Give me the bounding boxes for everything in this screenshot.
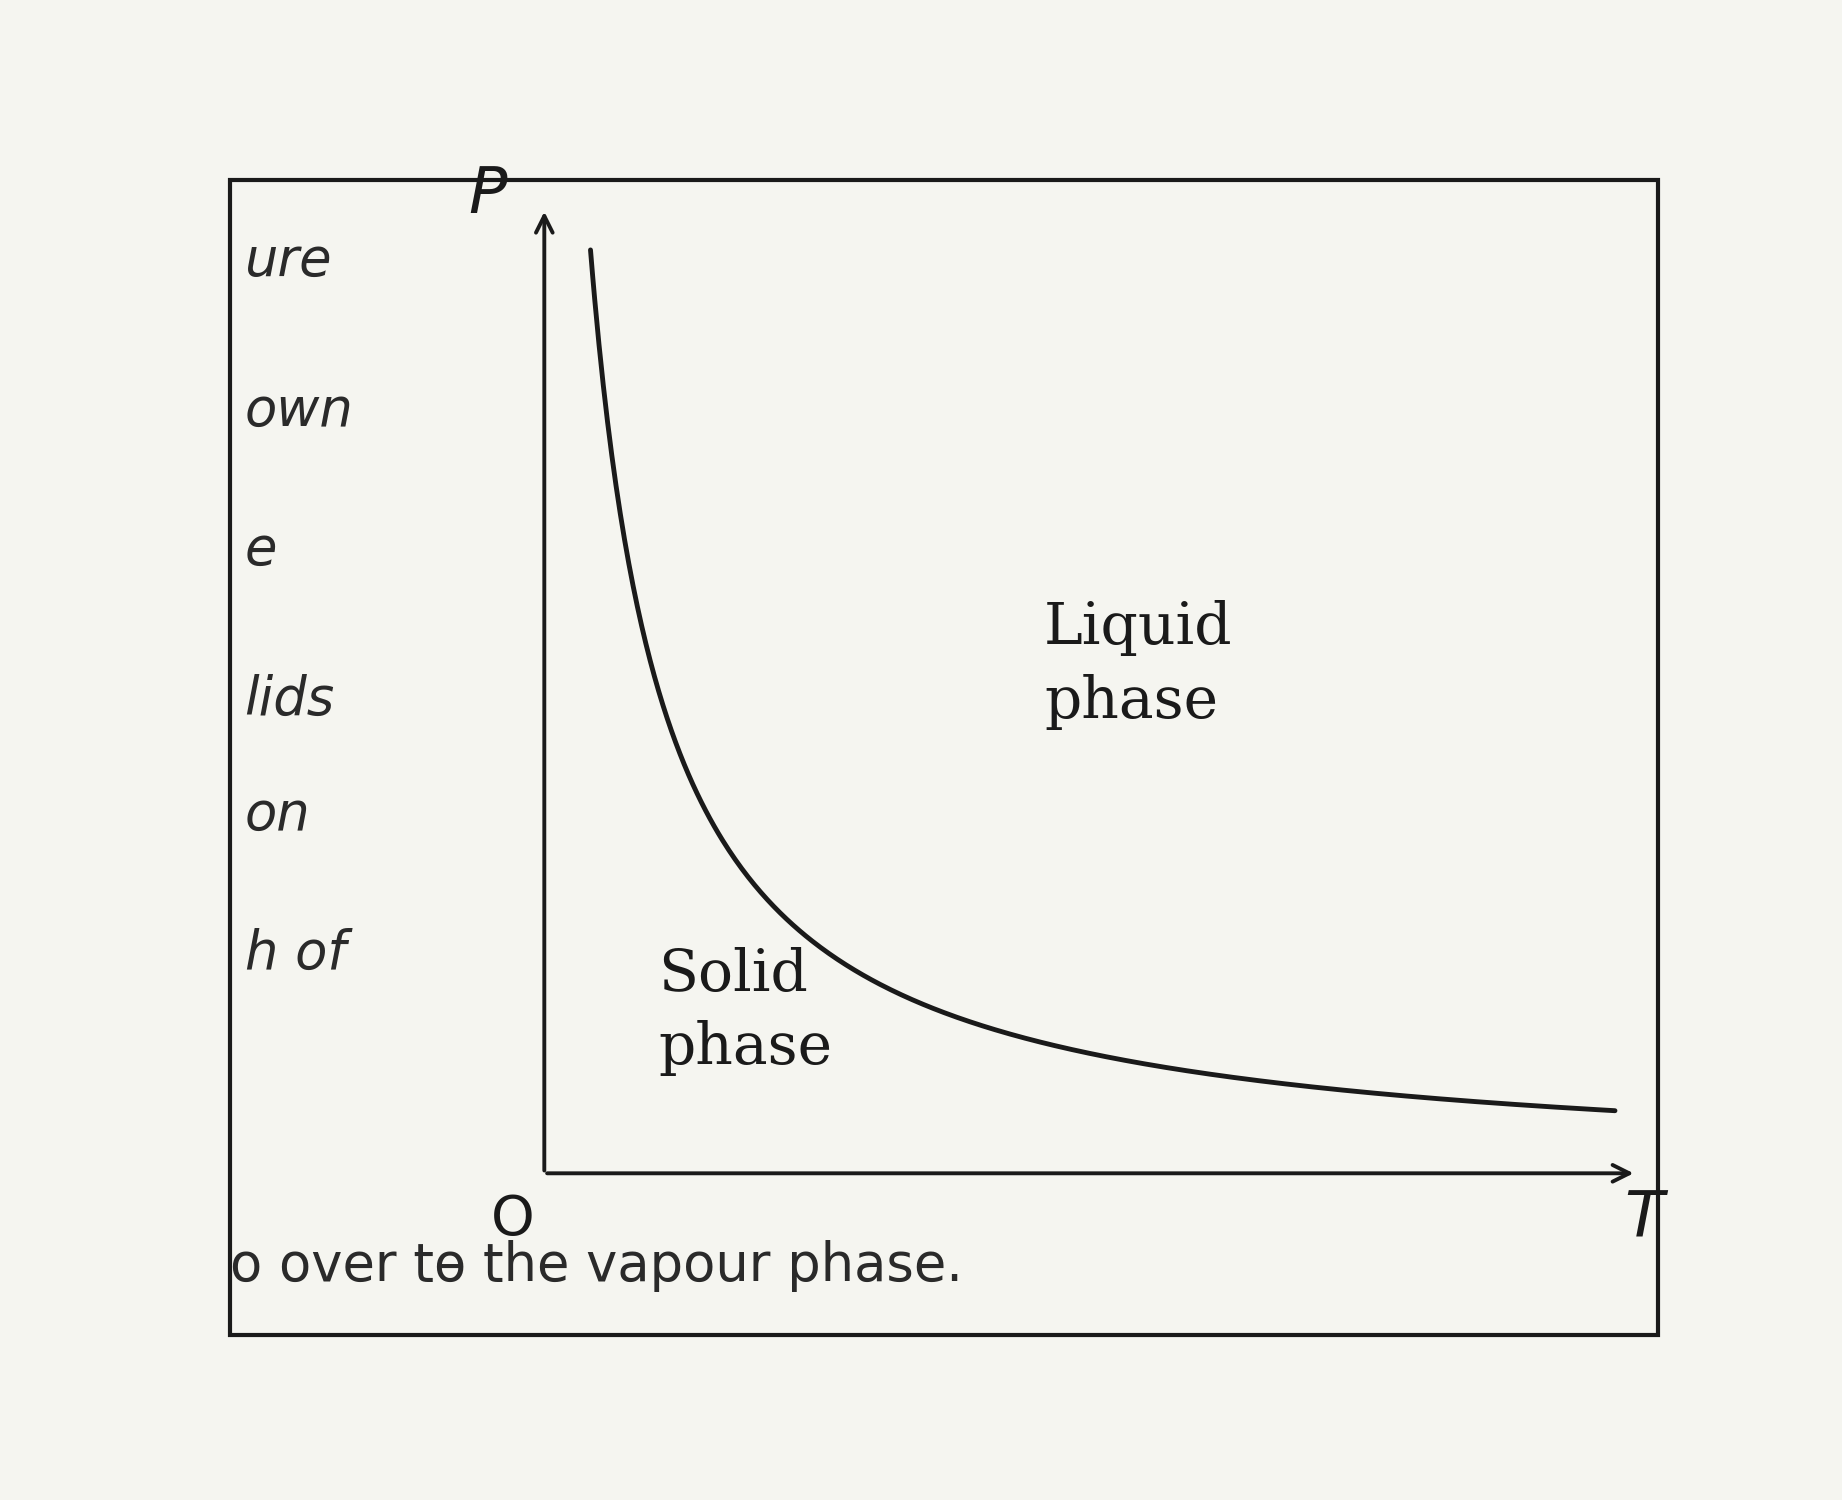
- Text: h of: h of: [245, 928, 346, 980]
- Text: P: P: [468, 164, 507, 226]
- Text: Liquid
phase: Liquid phase: [1044, 600, 1232, 730]
- Text: lids: lids: [245, 674, 335, 726]
- Text: on: on: [245, 789, 309, 842]
- Text: T: T: [1625, 1188, 1663, 1251]
- Text: O: O: [492, 1192, 534, 1246]
- Text: o over tɵ the vapour phase.: o over tɵ the vapour phase.: [230, 1239, 963, 1292]
- Text: ure: ure: [245, 236, 332, 286]
- Text: e: e: [245, 524, 276, 576]
- Text: own: own: [245, 386, 354, 436]
- Text: Solid
phase: Solid phase: [659, 946, 833, 1077]
